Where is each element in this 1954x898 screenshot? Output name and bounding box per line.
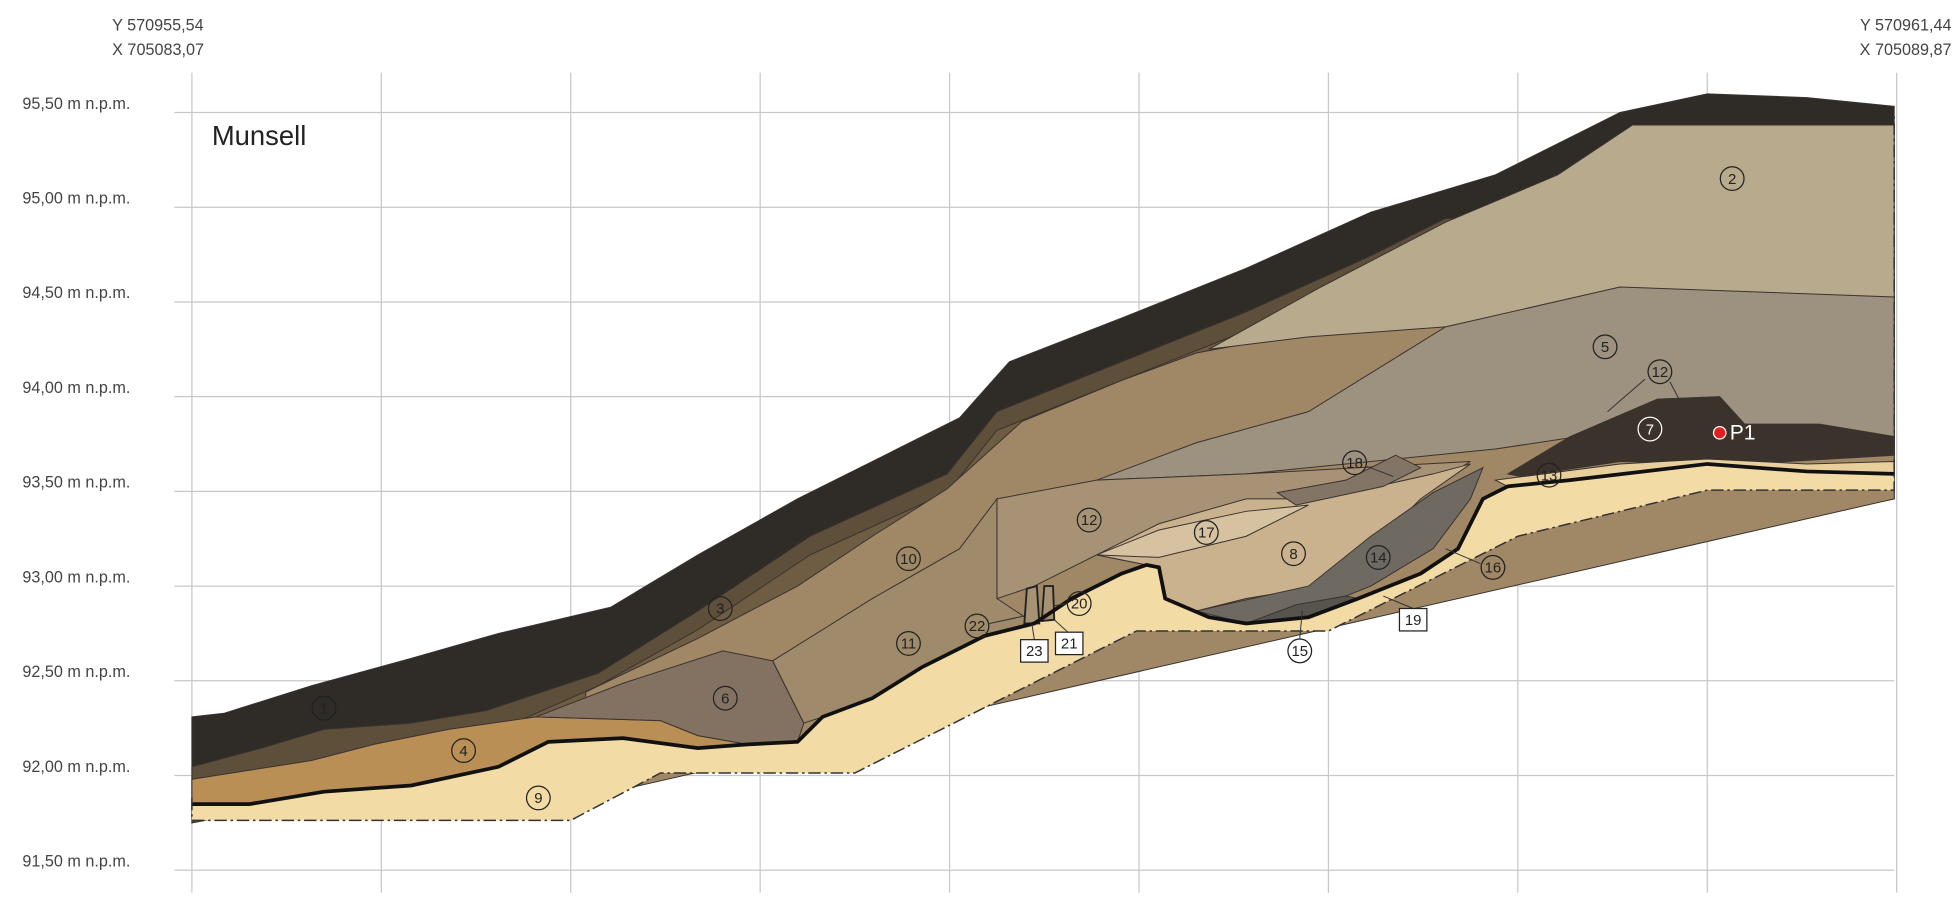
layer-label: 21	[1061, 636, 1078, 653]
layer-badge	[1193, 520, 1219, 545]
layer-badge	[712, 685, 738, 711]
layer-label: 1	[320, 700, 328, 717]
layer-box	[1398, 607, 1428, 632]
layer-badge	[1647, 359, 1673, 385]
layer-badge	[451, 738, 477, 764]
layer-label: 22	[969, 618, 986, 635]
layer-badge	[964, 613, 990, 639]
layer-badge	[1342, 450, 1368, 476]
layer-label: 11	[901, 636, 917, 653]
layer-label: 8	[1289, 546, 1297, 563]
elevation-label: 92,50 m n.p.m.	[22, 663, 130, 681]
layer-label: 12	[1081, 512, 1098, 529]
layer-label: 13	[1541, 467, 1558, 484]
layer-box	[1019, 639, 1049, 663]
layer-7	[1506, 396, 1895, 477]
layer-label: 5	[1601, 339, 1609, 356]
coord-left-x: X 705083,07	[112, 41, 204, 59]
layer-label: 14	[1370, 550, 1387, 567]
layer-badge	[895, 546, 921, 572]
point-marker	[1712, 425, 1727, 440]
layer-label: 16	[1485, 560, 1502, 577]
elevation-label: 94,00 m n.p.m.	[22, 379, 130, 397]
excavation-boundary	[191, 112, 1895, 822]
layer-17	[1096, 504, 1309, 558]
layer-badge	[707, 596, 733, 621]
layer-badge	[1287, 638, 1313, 664]
elevation-label: 95,00 m n.p.m.	[22, 190, 130, 208]
elevation-label: 93,50 m n.p.m.	[22, 474, 130, 492]
layer-label: 6	[721, 690, 729, 707]
tongue-23	[1023, 584, 1041, 625]
layer-badge	[1592, 334, 1618, 360]
layer-label: 2	[1728, 171, 1736, 188]
coord-left-y: Y 570955,54	[112, 16, 204, 34]
layer-label: 12	[1652, 364, 1669, 381]
title: Munsell	[212, 120, 306, 151]
point-label: P1	[1730, 422, 1756, 445]
layer-label: 3	[716, 601, 724, 618]
elevation-label: 95,50 m n.p.m.	[22, 95, 130, 113]
layer-6	[535, 650, 805, 745]
layer-label: 10	[900, 551, 917, 568]
elevation-label: 91,50 m n.p.m.	[22, 852, 130, 870]
layer-label: 17	[1198, 525, 1215, 542]
coord-right-y: Y 570961,44	[1860, 16, 1952, 34]
layer-label: 18	[1346, 455, 1363, 472]
elevation-label: 92,00 m n.p.m.	[22, 758, 130, 776]
layer-badge	[1365, 544, 1391, 570]
layer-label: 23	[1026, 643, 1043, 660]
base-boundary	[191, 462, 1895, 807]
layer-badge	[1637, 416, 1663, 442]
layer-badge	[895, 630, 921, 656]
layer-label: 7	[1646, 421, 1654, 438]
layer-box	[1054, 631, 1084, 656]
layer-badge	[1536, 462, 1562, 488]
layer-badge	[1066, 591, 1092, 616]
layer-badge	[1076, 507, 1102, 533]
layer-badge	[311, 695, 337, 721]
layer-label: 4	[459, 743, 467, 760]
layers	[191, 93, 1895, 824]
coord-right-x: X 705089,87	[1860, 41, 1952, 59]
layer-badge	[1719, 166, 1745, 192]
layer-label: 9	[534, 790, 542, 807]
elevation-label: 94,50 m n.p.m.	[22, 284, 130, 302]
layer-label: 19	[1405, 612, 1422, 629]
elevation-label: 93,00 m n.p.m.	[22, 568, 130, 586]
layer-badge	[1480, 554, 1506, 580]
layer-label: 20	[1071, 596, 1088, 613]
layer-badge	[1281, 541, 1306, 567]
leader-lines	[989, 378, 1683, 640]
layer-badge	[525, 785, 551, 811]
layer-label: 15	[1291, 643, 1308, 660]
layer-18	[1276, 454, 1422, 506]
